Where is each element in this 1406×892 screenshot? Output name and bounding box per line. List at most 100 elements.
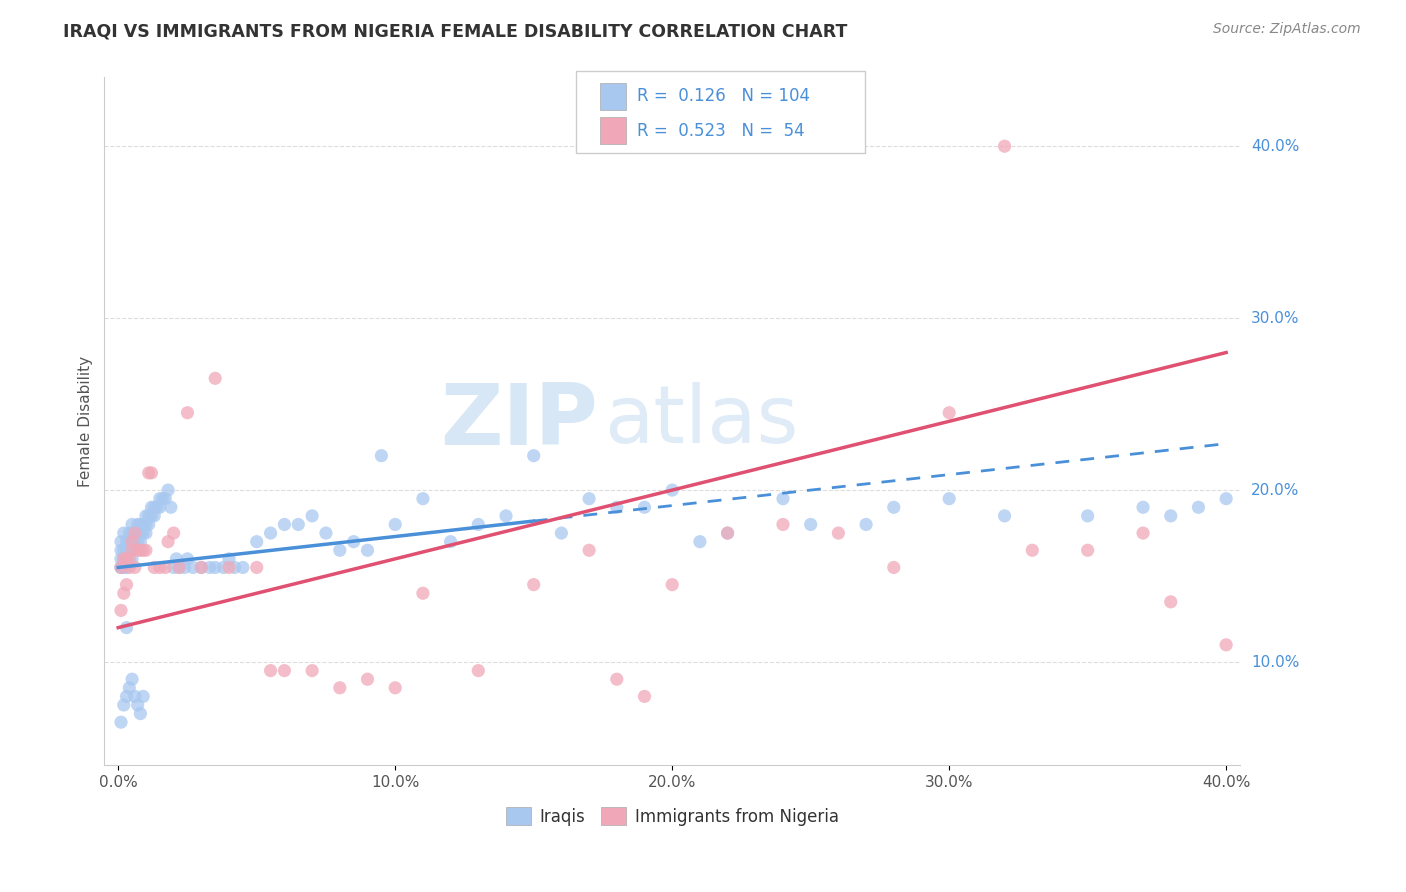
Point	[1215, 491, 1237, 506]
Point	[132, 543, 155, 558]
Point	[772, 517, 794, 532]
Point	[129, 543, 152, 558]
Point	[384, 517, 406, 532]
Point	[661, 577, 683, 591]
Point	[124, 526, 146, 541]
Point	[176, 406, 198, 420]
Point	[121, 543, 143, 558]
Point	[149, 491, 172, 506]
Point	[1160, 508, 1182, 523]
Point	[329, 681, 352, 695]
Point	[138, 517, 160, 532]
Point	[110, 560, 132, 574]
Point	[118, 552, 141, 566]
Point	[993, 508, 1015, 523]
Point	[523, 449, 546, 463]
Point	[129, 706, 152, 721]
Point	[112, 586, 135, 600]
Text: R =  0.126   N = 104: R = 0.126 N = 104	[637, 87, 810, 105]
Point	[152, 491, 174, 506]
Point	[218, 552, 240, 566]
Point	[1132, 526, 1154, 541]
Point	[190, 560, 212, 574]
Point	[112, 560, 135, 574]
Point	[121, 543, 143, 558]
Point	[141, 500, 163, 515]
Point	[356, 672, 378, 686]
Point	[141, 466, 163, 480]
Point	[121, 672, 143, 686]
Point	[110, 543, 132, 558]
Point	[124, 534, 146, 549]
Point	[439, 534, 461, 549]
Point	[287, 517, 309, 532]
Text: 40.0%: 40.0%	[1251, 139, 1299, 153]
Text: R =  0.523   N =  54: R = 0.523 N = 54	[637, 121, 804, 140]
Point	[259, 664, 281, 678]
Point	[118, 560, 141, 574]
Point	[124, 534, 146, 549]
Point	[356, 543, 378, 558]
Point	[176, 552, 198, 566]
Point	[112, 526, 135, 541]
Point	[141, 508, 163, 523]
Point	[606, 672, 628, 686]
Point	[1215, 638, 1237, 652]
Point	[301, 508, 323, 523]
Text: Source: ZipAtlas.com: Source: ZipAtlas.com	[1213, 22, 1361, 37]
Point	[246, 534, 269, 549]
Point	[883, 500, 905, 515]
Point	[329, 543, 352, 558]
Point	[135, 517, 157, 532]
Point	[143, 560, 166, 574]
Point	[162, 526, 184, 541]
Point	[523, 577, 546, 591]
Point	[149, 560, 172, 574]
Point	[173, 560, 195, 574]
Point	[146, 500, 169, 515]
Point	[118, 526, 141, 541]
Point	[938, 491, 960, 506]
Point	[127, 698, 149, 712]
Point	[127, 517, 149, 532]
Point	[112, 543, 135, 558]
Text: 30.0%: 30.0%	[1251, 310, 1299, 326]
Point	[115, 552, 138, 566]
Point	[224, 560, 246, 574]
Point	[938, 406, 960, 420]
Point	[115, 534, 138, 549]
Point	[1021, 543, 1043, 558]
Point	[110, 552, 132, 566]
Point	[110, 560, 132, 574]
Point	[301, 664, 323, 678]
Point	[132, 690, 155, 704]
Point	[110, 603, 132, 617]
Text: IRAQI VS IMMIGRANTS FROM NIGERIA FEMALE DISABILITY CORRELATION CHART: IRAQI VS IMMIGRANTS FROM NIGERIA FEMALE …	[63, 22, 848, 40]
Point	[155, 491, 177, 506]
Point	[633, 690, 655, 704]
Point	[162, 560, 184, 574]
Point	[121, 534, 143, 549]
Point	[132, 517, 155, 532]
Point	[993, 139, 1015, 153]
Point	[143, 500, 166, 515]
Point	[550, 526, 572, 541]
Point	[1077, 543, 1099, 558]
Point	[115, 552, 138, 566]
Point	[633, 500, 655, 515]
Point	[124, 526, 146, 541]
Point	[273, 664, 295, 678]
Point	[165, 552, 187, 566]
Point	[800, 517, 823, 532]
Point	[190, 560, 212, 574]
Point	[112, 552, 135, 566]
Point	[121, 517, 143, 532]
Point	[135, 543, 157, 558]
Point	[467, 517, 489, 532]
Point	[149, 500, 172, 515]
Point	[259, 526, 281, 541]
Point	[689, 534, 711, 549]
Legend: Iraqis, Immigrants from Nigeria: Iraqis, Immigrants from Nigeria	[499, 800, 845, 832]
Text: 10.0%: 10.0%	[1251, 655, 1299, 670]
Point	[135, 526, 157, 541]
